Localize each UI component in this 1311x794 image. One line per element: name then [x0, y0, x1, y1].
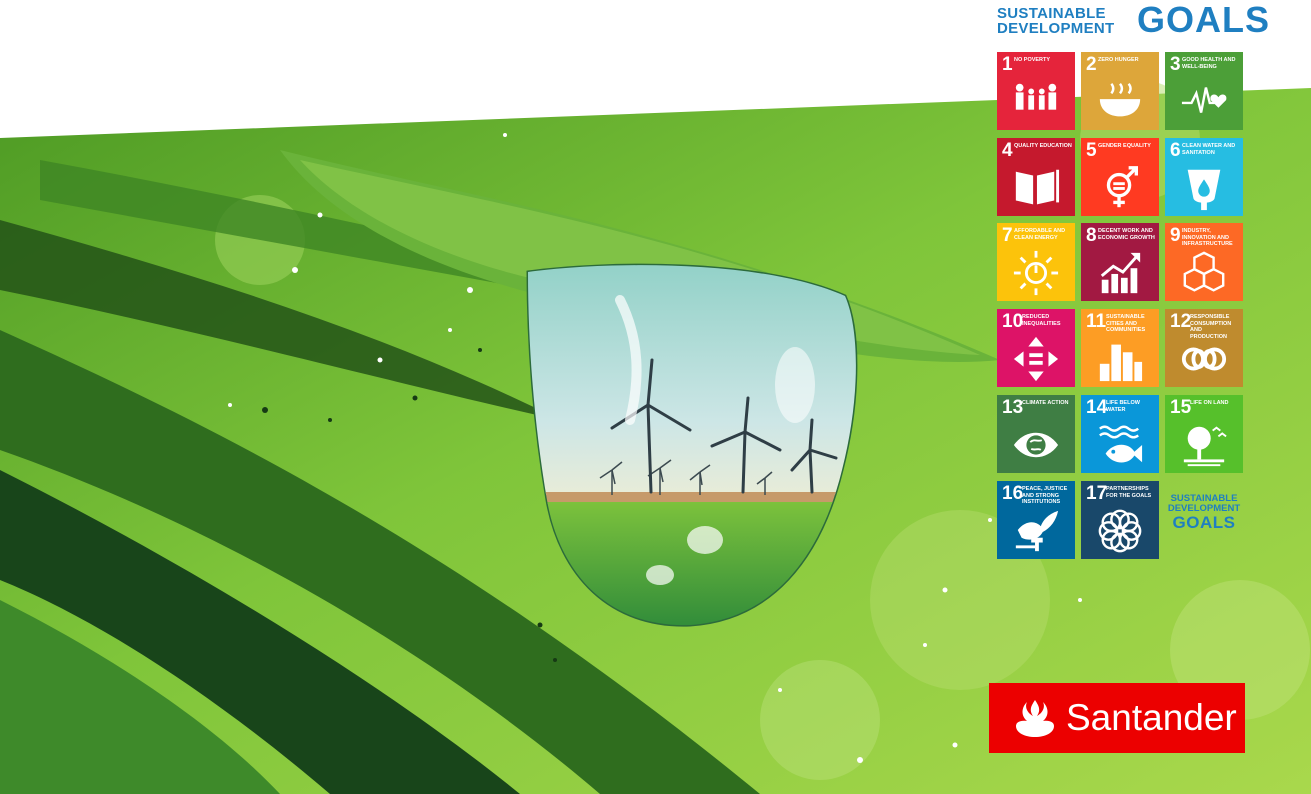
sdg-tile-16: 16 PEACE, JUSTICE AND STRONG INSTITUTIONS — [997, 481, 1075, 559]
city-icon — [1099, 344, 1143, 382]
santander-flame-icon — [1016, 700, 1054, 737]
sdg-tile-title: QUALITY EDUCATION — [1014, 143, 1072, 149]
sdg-header-logo: SUSTAINABLE DEVELOPMENT GOALS — [997, 2, 1272, 42]
sdg-tile-17: 17 PARTNERSHIPS FOR THE GOALS — [1081, 481, 1159, 559]
santander-logo: Santander — [989, 683, 1245, 753]
infinity-icon — [1181, 347, 1227, 371]
sdg-tile-number: 6 — [1170, 140, 1181, 161]
sdg-tile-9: 9 INDUSTRY, INNOVATION AND INFRASTRUCTURE — [1165, 223, 1243, 301]
sdg-tile-title: PEACE, JUSTICE AND STRONG INSTITUTIONS — [1022, 486, 1068, 505]
sdg-tile-number: 2 — [1086, 54, 1097, 75]
sdg-tile-2: 2 ZERO HUNGER — [1081, 52, 1159, 130]
equal-arrows-icon — [1013, 336, 1059, 382]
sdg-logo-tile: SUSTAINABLE DEVELOPMENT GOALS — [1165, 481, 1243, 559]
book-icon — [1015, 169, 1060, 205]
sdg-tile-1: 1 NO POVERTY — [997, 52, 1075, 130]
sdg-tile-4: 4 QUALITY EDUCATION — [997, 138, 1075, 216]
sdg-tile-number: 5 — [1086, 140, 1097, 161]
sdg-tile-8: 8 DECENT WORK AND ECONOMIC GROWTH — [1081, 223, 1159, 301]
sdg-tile-14: 14 LIFE BELOW WATER — [1081, 395, 1159, 473]
sdg-tile-title: PARTNERSHIPS FOR THE GOALS — [1106, 486, 1152, 499]
sdg-tile-3: 3 GOOD HEALTH AND WELL-BEING — [1165, 52, 1243, 130]
sdg-tile-title: LIFE ON LAND — [1190, 400, 1229, 406]
sdg-tile-5: 5 GENDER EQUALITY — [1081, 138, 1159, 216]
sdg-tile-number: 11 — [1086, 311, 1107, 332]
logo-tile-line3: GOALS — [1172, 513, 1236, 532]
santander-wordmark: Santander — [1066, 697, 1237, 738]
sdg-tile-title: GENDER EQUALITY — [1098, 143, 1151, 149]
flower-rings-icon — [1098, 509, 1142, 553]
sdg-header-line1: SUSTAINABLE — [997, 5, 1106, 22]
sdg-tile-title: GOOD HEALTH AND WELL-BEING — [1182, 57, 1236, 70]
sdg-tile-title: SUSTAINABLE CITIES AND COMMUNITIES — [1106, 314, 1146, 333]
sdg-tile-13: 13 CLIMATE ACTION — [997, 395, 1075, 473]
sdg-tile-7: 7 AFFORDABLE AND CLEAN ENERGY — [997, 223, 1075, 301]
sdg-tile-title: INDUSTRY, INNOVATION AND INFRASTRUCTURE — [1182, 228, 1233, 247]
sun-power-icon — [1013, 250, 1059, 296]
family-icon — [1015, 83, 1057, 110]
heartbeat-icon — [1181, 87, 1227, 113]
logo-tile-line2: DEVELOPMENT — [1167, 503, 1241, 514]
sdg-tile-number: 12 — [1170, 311, 1192, 332]
sdg-tile-15: 15 LIFE ON LAND — [1165, 395, 1243, 473]
sdg-tile-number: 3 — [1170, 54, 1181, 75]
tree-icon — [1183, 426, 1227, 467]
dove-icon — [1015, 510, 1059, 552]
sdg-tile-number: 16 — [1002, 483, 1024, 504]
sdg-tile-number: 10 — [1002, 311, 1024, 332]
growth-chart-icon — [1100, 252, 1141, 294]
sdg-tile-6: 6 CLEAN WATER AND SANITATION — [1165, 138, 1243, 216]
sdg-tile-number: 7 — [1002, 225, 1013, 246]
eye-globe-icon — [1013, 432, 1059, 458]
sdg-tile-12: 12 RESPONSIBLE CONSUMPTION AND PRODUCTION — [1165, 309, 1243, 387]
fish-icon — [1099, 425, 1143, 463]
sdg-tile-number: 14 — [1086, 397, 1108, 418]
sdg-tile-title: CLIMATE ACTION — [1022, 400, 1069, 406]
sdg-tile-title: RESPONSIBLE CONSUMPTION AND PRODUCTION — [1190, 314, 1232, 340]
sdg-tile-number: 1 — [1002, 54, 1013, 75]
sdg-tile-number: 4 — [1002, 140, 1013, 161]
sdg-tile-number: 8 — [1086, 225, 1097, 246]
sdg-tile-number: 17 — [1086, 483, 1108, 504]
cubes-icon — [1183, 251, 1225, 292]
sdg-tile-title: DECENT WORK AND ECONOMIC GROWTH — [1098, 228, 1155, 241]
sdg-tile-number: 9 — [1170, 225, 1181, 246]
logo-tile-line1: SUSTAINABLE — [1170, 493, 1238, 504]
sdg-tile-number: 13 — [1002, 397, 1024, 418]
sdg-tile-title: CLEAN WATER AND SANITATION — [1182, 143, 1236, 156]
sdg-header-line2: DEVELOPMENT — [997, 20, 1115, 37]
water-icon — [1187, 169, 1221, 211]
sdg-tile-10: 10 REDUCED INEQUALITIES — [997, 309, 1075, 387]
sdg-tile-11: 11 SUSTAINABLE CITIES AND COMMUNITIES — [1081, 309, 1159, 387]
sdg-tile-title: ZERO HUNGER — [1098, 57, 1139, 63]
sdg-tile-title: LIFE BELOW WATER — [1106, 400, 1140, 413]
bowl-icon — [1099, 83, 1141, 117]
sdg-tile-title: AFFORDABLE AND CLEAN ENERGY — [1014, 228, 1066, 241]
sdg-header-goals: GOALS — [1137, 0, 1271, 40]
sdg-tile-title: NO POVERTY — [1014, 57, 1051, 63]
sdg-tile-number: 15 — [1170, 397, 1192, 418]
gender-icon — [1106, 166, 1138, 208]
sdg-tile-title: REDUCED INEQUALITIES — [1022, 314, 1061, 327]
